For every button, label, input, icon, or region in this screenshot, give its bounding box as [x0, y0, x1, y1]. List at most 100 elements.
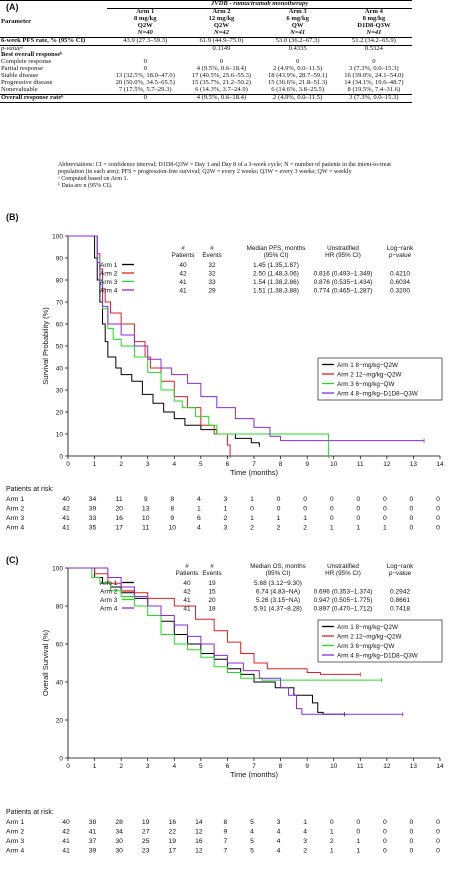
stats-header: Patients: [176, 570, 199, 577]
stats-header: #: [185, 563, 189, 570]
stats-cell: 5.68 (3.12−9.30): [254, 580, 302, 587]
risk-count: 28: [115, 819, 123, 826]
risk-count: 0: [436, 848, 440, 855]
risk-count: 1: [330, 829, 334, 836]
risk-count: 16: [169, 819, 177, 826]
table-footnotes: Abbreviations: CI = confidence interval;…: [58, 162, 472, 190]
risk-arm-label: Arm 3: [6, 515, 24, 522]
x-tick-label: 1: [93, 763, 97, 770]
risk-count: 34: [115, 829, 123, 836]
x-tick-label: 3: [146, 763, 150, 770]
table-cell: 4 (9.5%, 0.6–18.4): [183, 93, 260, 103]
risk-count: 6: [197, 515, 201, 522]
group-header: JVDB - ramucirumab monotherapy: [107, 0, 412, 9]
risk-count: 16: [195, 838, 203, 845]
stats-cell: 0.3200: [390, 288, 410, 295]
risk-count: 0: [383, 496, 387, 503]
table-cell: 4 (9.5%, 0.6–18.4): [196, 65, 247, 73]
risk-count: 19: [169, 838, 177, 845]
risk-count: 40: [62, 819, 70, 826]
y-tick-label: 80: [56, 277, 64, 284]
x-tick-label: 7: [252, 461, 256, 468]
risk-count: 27: [142, 829, 150, 836]
y-tick-label: 10: [56, 431, 64, 438]
x-tick-label: 11: [357, 461, 364, 468]
risk-count: 3: [277, 819, 281, 826]
risk-count: 1: [330, 848, 334, 855]
risk-count: 0: [410, 838, 414, 845]
stats-header: (95% CI): [264, 252, 289, 259]
risk-count: 0: [410, 829, 414, 836]
risk-count: 39: [89, 848, 97, 855]
risk-count: 0: [330, 506, 334, 513]
y-tick-label: 70: [56, 299, 64, 306]
stats-cell: 41: [179, 288, 187, 295]
stats-header: #: [210, 563, 214, 570]
risk-count: 25: [142, 838, 150, 845]
risk-count: 0: [383, 838, 387, 845]
legend-box: [317, 619, 443, 663]
table-cell: 0: [372, 58, 376, 66]
stats-cell: 29: [208, 288, 216, 295]
y-tick-label: 50: [56, 343, 64, 350]
table-cell: 3 (7.3%, 0.0–15.3): [335, 93, 412, 103]
risk-count: 12: [195, 829, 203, 836]
table-cell: 3 (7.3%, 0.0–15.3): [349, 65, 399, 73]
risk-count: 0: [250, 506, 254, 513]
table-cell: 0: [143, 58, 147, 66]
x-tick-label: 0: [66, 763, 70, 770]
row-label: p-valueᵃ: [1, 44, 24, 52]
stats-header: Log−rank: [387, 245, 414, 252]
stats-cell: 6.74 (4.83−NA): [256, 589, 300, 596]
stats-header: Events: [202, 570, 221, 577]
risk-count: 7: [224, 848, 228, 855]
stats-cell: 1.54 (1.38,2.86): [253, 279, 299, 286]
row-label: Stable disease: [1, 72, 39, 80]
param-header: Parameter: [0, 8, 108, 38]
stats-header: #: [181, 245, 185, 252]
series-line-arm-3: [68, 235, 329, 456]
x-tick-label: 0: [66, 461, 70, 468]
table-row: Best overall responseᵇ: [0, 52, 412, 59]
risk-count: 2: [303, 525, 307, 532]
table-cell: 0: [107, 93, 184, 103]
stats-cell: 5.91 (4.37−8.28): [254, 606, 302, 613]
stats-arm-label: Arm 4: [100, 606, 118, 613]
stats-header: HR (95% CI): [325, 252, 361, 259]
table-row: Complete response 0 0 0 0: [0, 58, 412, 66]
risk-count: 0: [410, 515, 414, 522]
stats-cell: 18: [208, 606, 216, 613]
panel-b-label: (B): [6, 212, 19, 222]
table-row: Progressive disease 20 (50.0%, 34.5–65.5)…: [0, 79, 412, 87]
stats-cell: 0.876 (0.535−1.434): [314, 279, 373, 286]
y-tick-label: 40: [56, 679, 64, 686]
risk-count: 0: [356, 829, 360, 836]
stats-header: Median PFS, months: [247, 245, 306, 252]
risk-count: 9: [224, 829, 228, 836]
risk-count: 0: [356, 496, 360, 503]
row-label: Best overall responseᵇ: [1, 51, 63, 59]
y-tick-label: 0: [59, 453, 63, 460]
risk-count: 11: [116, 496, 123, 503]
risk-count: 3: [224, 525, 228, 532]
legend-entry: Arm 2 12−mg/kg−Q2W: [337, 634, 401, 641]
legend-entry: Arm 2 12−mg/kg−Q2W: [337, 372, 401, 379]
x-tick-label: 6: [226, 461, 230, 468]
series-line-arm-3: [68, 567, 382, 681]
risk-title: Patients at risk:: [6, 809, 54, 816]
legend-entry: Arm 4 8−mg/kg−D1D8−Q3W: [337, 391, 418, 398]
risk-count: 8: [170, 496, 174, 503]
table-cell: 0.4335: [288, 44, 307, 52]
results-table: JVDB - ramucirumab monotherapy Parameter…: [0, 0, 412, 103]
risk-count: 4: [277, 838, 281, 845]
stats-arm-label: Arm 4: [100, 288, 118, 295]
table-cell: 51.2 (34.2–65.9): [335, 37, 412, 46]
risk-count: 39: [89, 506, 97, 513]
risk-count: 0: [410, 848, 414, 855]
stats-cell: 0.8661: [390, 597, 410, 604]
stats-cell: 5.26 (3.15−NA): [256, 597, 300, 604]
risk-title: Patients at risk:: [6, 486, 54, 493]
risk-count: 5: [250, 838, 254, 845]
